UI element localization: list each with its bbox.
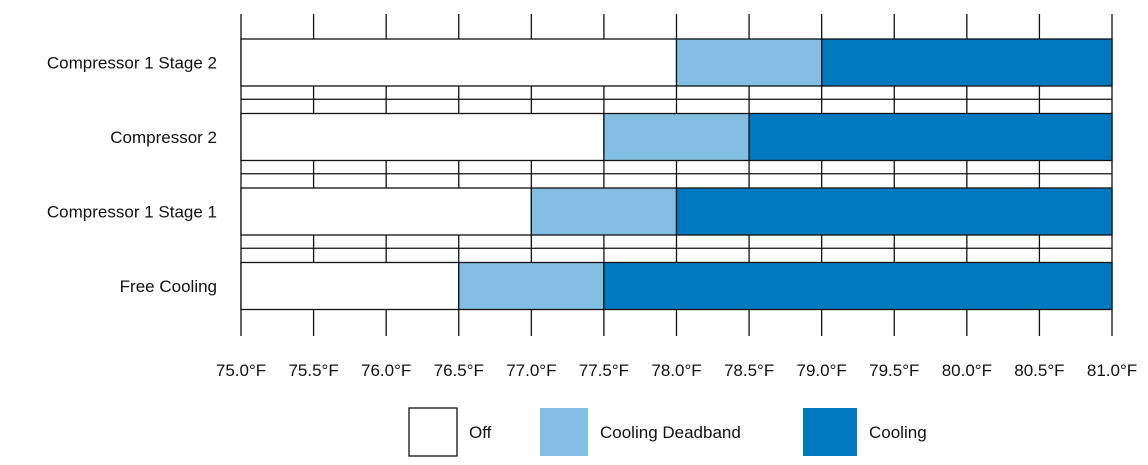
legend-swatch-cooling-deadband [540,408,588,456]
x-tick-label-3: 76.5°F [434,361,484,380]
category-label-compressor-2: Compressor 2 [110,128,217,147]
legend: Off Cooling Deadband Cooling [408,407,927,457]
bar-compressor-1-stage-1-cooling [675,187,1113,236]
x-tick-label-4: 77.0°F [506,361,556,380]
bar-compressor-2-cooling [748,112,1113,162]
bar-compressor-2-cooling-deadband [603,112,750,162]
x-tick-label-2: 76.0°F [361,361,411,380]
x-tick-label-8: 79.0°F [797,361,847,380]
category-labels: Compressor 1 Stage 2 Compressor 2 Compress… [47,54,217,297]
legend-label-cooling: Cooling [869,423,927,442]
x-tick-label-1: 75.5°F [288,361,338,380]
bar-compressor-1-stage-2-off [240,38,678,87]
x-tick-label-11: 80.5°F [1014,361,1064,380]
x-tick-label-10: 80.0°F [942,361,992,380]
bar-compressor-1-stage-2-cooling [821,38,1113,87]
category-label-compressor-1-stage-1: Compressor 1 Stage 1 [47,203,217,222]
bar-free-cooling-off [240,261,460,311]
x-tick-label-6: 78.0°F [651,361,701,380]
category-label-compressor-1-stage-2: Compressor 1 Stage 2 [47,54,217,73]
legend-label-cooling-deadband: Cooling Deadband [600,423,741,442]
legend-label-off: Off [469,423,492,442]
legend-swatch-cooling [803,408,857,456]
category-label-free-cooling: Free Cooling [120,277,217,296]
bar-free-cooling-cooling [603,261,1113,311]
x-tick-labels: 75.0°F 75.5°F 76.0°F 76.5°F 77.0°F 77.5°F 78.0… [216,361,1137,380]
legend-swatch-off [408,407,458,457]
bars [240,38,1113,311]
x-tick-label-9: 79.5°F [869,361,919,380]
bar-compressor-1-stage-2-cooling-deadband [675,38,823,87]
x-tick-label-7: 78.5°F [724,361,774,380]
bar-free-cooling-cooling-deadband [458,261,605,311]
bar-compressor-2-off [240,112,605,162]
x-tick-label-0: 75.0°F [216,361,266,380]
x-tick-label-5: 77.5°F [579,361,629,380]
bar-compressor-1-stage-1-cooling-deadband [530,187,678,236]
x-tick-label-12: 81.0°F [1087,361,1137,380]
bar-compressor-1-stage-1-off [240,187,532,236]
